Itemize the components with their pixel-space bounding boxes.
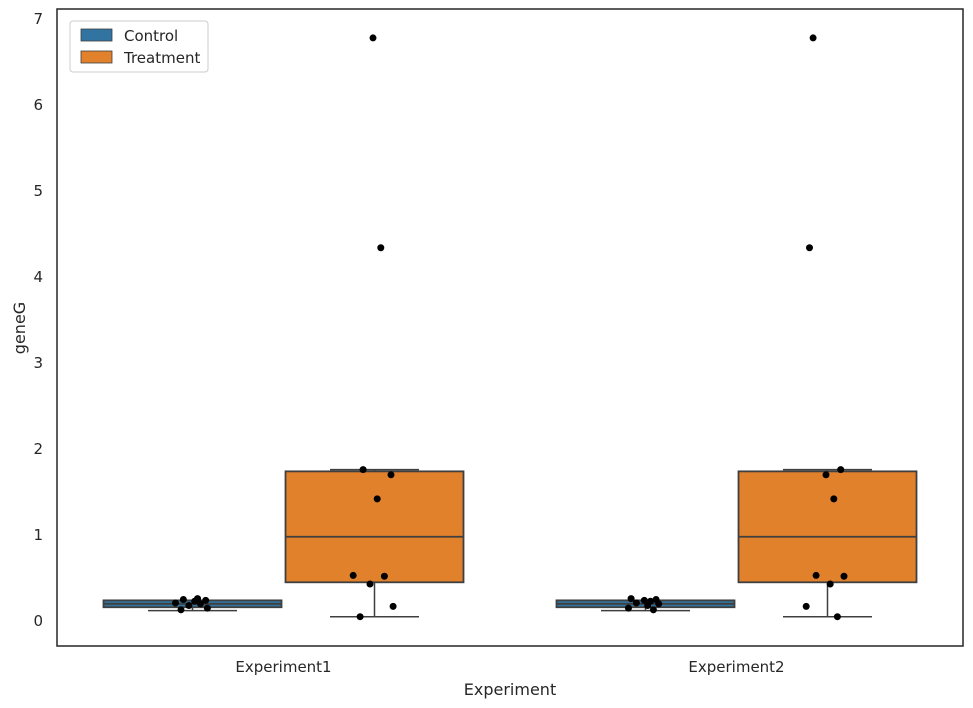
legend-swatch-control [80,28,113,42]
legend: Control Treatment [69,20,209,73]
x-axis-label: Experiment [464,680,556,699]
data-point [369,34,377,42]
box-experiment1-treatment [284,468,465,618]
data-point [380,572,388,580]
data-point [387,471,395,479]
data-point [356,613,364,621]
x-tick-label: Experiment2 [688,658,784,676]
y-ticks: 0 1 2 3 4 5 6 7 [33,10,43,630]
data-point [177,606,185,614]
x-tick-label: Experiment1 [235,658,331,676]
data-point [822,471,830,479]
data-point [632,599,640,607]
legend-label-control: Control [124,27,178,45]
data-point [627,595,635,603]
data-point [377,244,385,252]
data-point [840,572,848,580]
data-point [809,34,817,42]
data-point [389,602,397,610]
data-point [652,596,660,603]
y-tick-label: 1 [33,526,43,544]
data-point [837,466,845,474]
y-tick-label: 6 [33,96,43,114]
legend-label-treatment: Treatment [123,49,200,67]
data-point [349,571,357,579]
data-point [647,597,655,605]
x-ticks: Experiment1 Experiment2 [235,658,784,676]
data-point [826,580,834,588]
data-point [202,596,210,604]
data-point [624,604,632,612]
data-point [649,606,657,614]
data-point [194,595,202,603]
boxes-layer [102,468,918,618]
box-body [737,470,918,584]
data-point [171,599,179,607]
data-point [830,495,838,503]
data-point [196,600,204,608]
y-tick-label: 2 [33,440,43,458]
data-point [802,602,810,610]
data-point [203,604,211,612]
data-point [373,495,381,503]
y-axis-label: geneG [10,302,29,354]
data-point [179,596,187,603]
data-point [366,580,374,588]
data-point [185,602,193,610]
data-point [833,613,841,621]
data-point [640,596,648,604]
box-body [284,470,465,584]
data-point [812,571,820,579]
box-experiment2-treatment [737,468,918,618]
y-tick-label: 3 [33,354,43,372]
y-tick-label: 0 [33,612,43,630]
points-layer [171,34,848,621]
data-point [359,466,367,474]
legend-swatch-treatment [80,50,113,64]
y-tick-label: 5 [33,182,43,200]
y-tick-label: 7 [33,10,43,28]
data-point [806,244,813,252]
y-tick-label: 4 [33,268,43,286]
